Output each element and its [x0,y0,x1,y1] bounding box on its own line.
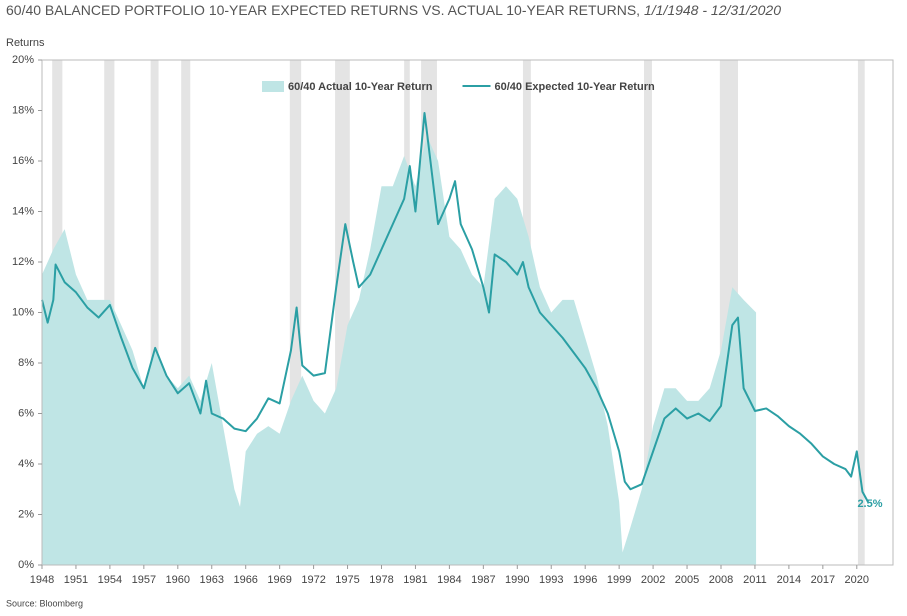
y-tick-label: 20% [12,54,34,66]
x-tick-label: 2017 [811,574,835,586]
x-tick-label: 2005 [675,574,699,586]
x-tick-label: 2014 [777,574,801,586]
expected-line [41,112,869,503]
x-tick-label: 2008 [709,574,733,586]
y-tick-label: 0% [18,559,34,571]
x-tick-label: 1990 [505,574,529,586]
y-tick-label: 12% [12,256,34,268]
x-tick-label: 1993 [539,574,563,586]
x-tick-label: 1966 [233,574,257,586]
legend-label: 60/40 Actual 10-Year Return [288,81,433,93]
legend-swatch [262,81,284,92]
x-tick-label: 1954 [98,574,122,586]
y-tick-label: 6% [18,407,34,419]
x-tick-label: 1996 [573,574,597,586]
shaded-period [644,60,652,565]
title-dates: 1/1/1948 - 12/31/2020 [644,2,781,18]
y-tick-label: 16% [12,155,34,167]
shaded-period [857,60,865,565]
y-tick-label: 4% [18,458,34,470]
x-tick-label: 1987 [471,574,495,586]
x-tick-label: 2020 [845,574,869,586]
x-tick-label: 1963 [200,574,224,586]
x-tick-label: 1969 [267,574,291,586]
y-axis-label: Returns [6,37,45,49]
title-main: 60/40 BALANCED PORTFOLIO 10-YEAR EXPECTE… [6,2,644,18]
y-tick-label: 14% [12,205,34,217]
x-tick-label: 1975 [335,574,359,586]
actual-area [42,135,757,565]
x-tick-label: 1972 [301,574,325,586]
x-tick-label: 1984 [437,574,461,586]
x-tick-label: 2011 [743,574,767,586]
x-tick-label: 1978 [369,574,393,586]
x-tick-label: 1951 [64,574,88,586]
x-tick-label: 1960 [166,574,190,586]
x-tick-label: 1999 [607,574,631,586]
legend-label: 60/40 Expected 10-Year Return [495,81,655,93]
source: Source: Bloomberg [6,598,83,608]
shaded-period [150,60,159,565]
y-tick-label: 10% [12,306,34,318]
x-tick-label: 1981 [403,574,427,586]
y-tick-label: 2% [18,508,34,520]
shaded-period [181,60,191,565]
y-tick-label: 8% [18,357,34,369]
x-tick-label: 2002 [641,574,665,586]
end-label: 2.5% [857,498,882,510]
y-tick-label: 18% [12,104,34,116]
chart-title: 60/40 BALANCED PORTFOLIO 10-YEAR EXPECTE… [6,2,781,18]
x-tick-label: 1957 [132,574,156,586]
x-tick-label: 1948 [30,574,54,586]
